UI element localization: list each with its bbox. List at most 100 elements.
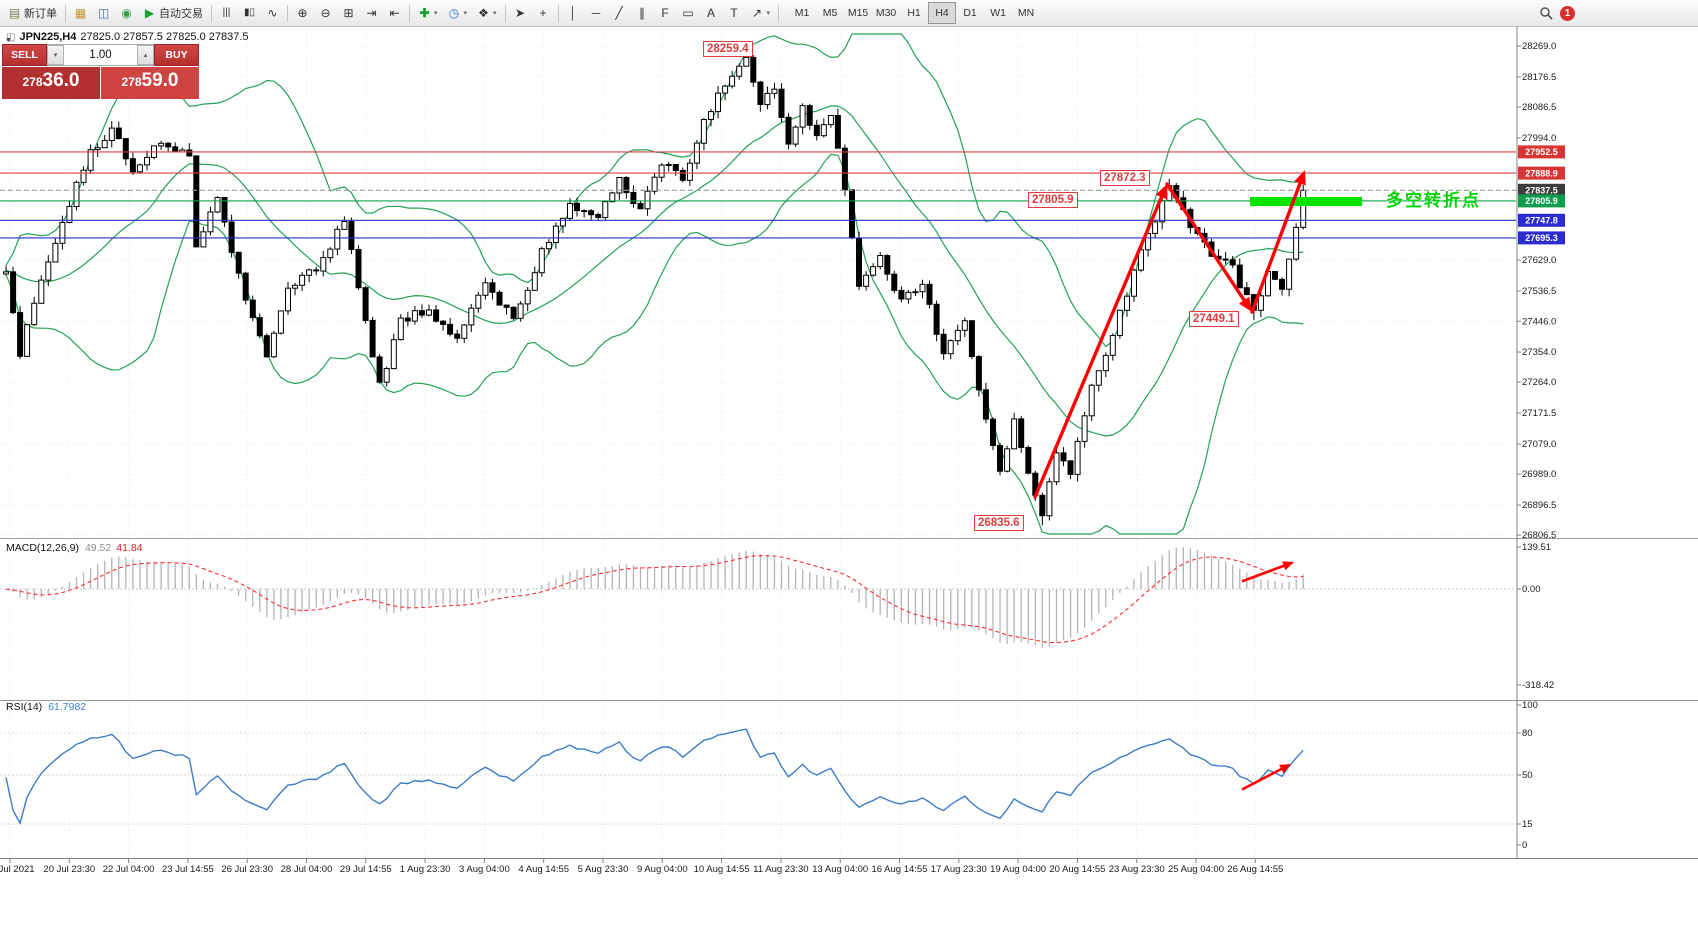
periods-button[interactable]: ◷ ▾ xyxy=(443,3,473,24)
buy-button[interactable]: BUY xyxy=(154,44,199,66)
bar-chart-icon: ||| xyxy=(222,7,231,18)
svg-text:23 Jul 14:55: 23 Jul 14:55 xyxy=(162,864,214,875)
charts-button[interactable]: ▦ xyxy=(69,3,92,24)
tile-windows-button[interactable]: ⊞ xyxy=(337,3,360,24)
svg-text:26989.0: 26989.0 xyxy=(1522,469,1556,480)
add-indicator-button[interactable]: ✚ ▾ xyxy=(413,3,443,24)
shapes-button[interactable]: ▭ xyxy=(677,3,700,24)
bar-chart-button[interactable]: ||| xyxy=(215,3,238,24)
macd-name: MACD(12,26,9) xyxy=(6,542,79,554)
price-annotation[interactable]: 26835.6 xyxy=(974,515,1024,531)
chart-shift-button[interactable]: ⇤ xyxy=(383,3,406,24)
toolbar-separator xyxy=(409,4,410,22)
crosshair-button[interactable]: + xyxy=(532,3,555,24)
chevron-down-icon: ▾ xyxy=(766,10,771,17)
text-button[interactable]: A xyxy=(700,3,723,24)
svg-text:19 Aug 04:00: 19 Aug 04:00 xyxy=(990,864,1046,875)
sell-button[interactable]: SELL xyxy=(2,44,47,66)
timeframe-M15[interactable]: M15 xyxy=(847,7,869,19)
tile-windows-icon: ⊞ xyxy=(343,6,354,20)
new-order-icon: ▤ xyxy=(8,6,21,20)
chart-objects[interactable] xyxy=(1033,170,1362,791)
timeframe-H1[interactable]: H1 xyxy=(907,7,921,19)
svg-text:28 Jul 04:00: 28 Jul 04:00 xyxy=(281,864,333,875)
macd-pane xyxy=(0,547,1516,648)
svg-text:4 Aug 14:55: 4 Aug 14:55 xyxy=(518,864,569,875)
data-window-button[interactable]: ◫ xyxy=(92,3,115,24)
fibonacci-button[interactable]: F xyxy=(654,3,677,24)
svg-text:29 Jul 14:55: 29 Jul 14:55 xyxy=(340,864,392,875)
candlestick-chart-button[interactable]: ▮▯ xyxy=(238,3,261,24)
rsi-pane xyxy=(0,728,1516,825)
zoom-in-button[interactable]: ⊕ xyxy=(291,3,314,24)
one-click-collapse-icon[interactable]: ▼ xyxy=(5,37,12,44)
autotrading-label: 自动交易 xyxy=(159,8,203,20)
svg-text:27805.9: 27805.9 xyxy=(1525,196,1558,206)
periods-clock-icon: ◷ xyxy=(448,6,460,20)
auto-scroll-button[interactable]: ⇥ xyxy=(360,3,383,24)
volume-input[interactable]: 1.00 xyxy=(89,49,112,61)
one-click-trading-panel: ▼ SELL ▾ 1.00 ▴ BUY 278 36.0 278 59.0 xyxy=(2,37,199,99)
buy-price[interactable]: 278 59.0 xyxy=(101,67,199,99)
svg-text:27837.5: 27837.5 xyxy=(1525,186,1558,196)
toolbar-separator xyxy=(211,4,212,22)
notification-badge[interactable]: 1 xyxy=(1560,5,1575,21)
horizontal-line-button[interactable]: ─ xyxy=(585,3,608,24)
volume-decrease-button[interactable]: ▾ xyxy=(47,45,64,65)
vertical-line-button[interactable]: │ xyxy=(562,3,585,24)
templates-button[interactable]: ❖ ▾ xyxy=(472,3,502,24)
search-icon[interactable] xyxy=(1539,6,1553,20)
autotrading-button[interactable]: ▶ 自动交易 xyxy=(138,3,208,24)
trendline-button[interactable]: ╱ xyxy=(608,3,631,24)
chart-symbol-label: JPN225,H4 xyxy=(19,31,77,43)
zoom-out-button[interactable]: ⊖ xyxy=(314,3,337,24)
timeframe-M30[interactable]: M30 xyxy=(875,7,897,19)
svg-text:26896.5: 26896.5 xyxy=(1522,500,1556,511)
svg-text:100: 100 xyxy=(1522,700,1538,711)
community-button[interactable]: ◉ xyxy=(115,3,138,24)
trendline-icon: ╱ xyxy=(615,6,623,20)
chart-title: ◫ JPN225,H4 27825.0 27857.5 27825.0 2783… xyxy=(6,31,249,43)
svg-text:25 Aug 04:00: 25 Aug 04:00 xyxy=(1168,864,1224,875)
price-annotation[interactable]: 28259.4 xyxy=(703,41,753,57)
level-lines[interactable] xyxy=(0,151,1516,239)
volume-increase-button[interactable]: ▴ xyxy=(137,45,154,65)
fibonacci-icon: F xyxy=(661,6,669,20)
community-icon: ◉ xyxy=(121,6,132,20)
price-annotation[interactable]: 27449.1 xyxy=(1189,311,1239,327)
arrows-icon: ↗ xyxy=(752,6,763,20)
turning-point-label[interactable]: 多空转折点 xyxy=(1386,191,1481,210)
macd-signal-value: 41.84 xyxy=(116,542,143,554)
channel-button[interactable]: ∥ xyxy=(631,3,654,24)
cursor-button[interactable]: ➤ xyxy=(509,3,532,24)
svg-text:28176.5: 28176.5 xyxy=(1522,72,1556,83)
axes: 28269.0 28176.5 28086.5 27994.0 27629.0 27536… xyxy=(0,26,1698,875)
macd-label: MACD(12,26,9) 49.52 41.84 xyxy=(6,542,143,554)
zoom-in-icon: ⊕ xyxy=(297,6,308,20)
timeframe-M1[interactable]: M1 xyxy=(794,7,810,19)
auto-scroll-icon: ⇥ xyxy=(366,6,377,20)
timeframe-H4[interactable]: H4 xyxy=(928,2,957,24)
svg-text:27994.0: 27994.0 xyxy=(1522,133,1556,144)
svg-text:28269.0: 28269.0 xyxy=(1522,41,1556,52)
svg-text:139.51: 139.51 xyxy=(1522,542,1551,553)
timeframe-D1[interactable]: D1 xyxy=(963,7,977,19)
macd-main-value: 49.52 xyxy=(84,542,112,554)
text-label-button[interactable]: T xyxy=(723,3,746,24)
timeframe-MN[interactable]: MN xyxy=(1017,7,1035,19)
timeframe-M5[interactable]: M5 xyxy=(822,7,838,19)
price-annotation[interactable]: 27805.9 xyxy=(1028,192,1078,208)
toolbar-separator xyxy=(557,4,559,22)
svg-text:80: 80 xyxy=(1522,728,1533,739)
arrows-button[interactable]: ↗ ▾ xyxy=(746,3,776,24)
chart-canvas[interactable]: 28269.0 28176.5 28086.5 27994.0 27629.0 27536… xyxy=(0,26,1698,947)
sell-price[interactable]: 278 36.0 xyxy=(2,67,100,99)
line-chart-button[interactable]: ∿ xyxy=(261,3,284,24)
charts-icon: ▦ xyxy=(74,6,87,20)
toolbar: ▤ 新订单 ▦ ◫ ◉ ▶ 自动交易 ||| ▮▯ ∿ ⊕ ⊖ ⊞ ⇥ ⇤ ✚ ▾… xyxy=(0,0,1698,27)
timeframe-W1[interactable]: W1 xyxy=(990,7,1006,19)
chart-grid xyxy=(0,26,1516,858)
price-annotation[interactable]: 27872.3 xyxy=(1100,170,1150,186)
new-order-button[interactable]: ▤ 新订单 xyxy=(3,3,62,24)
